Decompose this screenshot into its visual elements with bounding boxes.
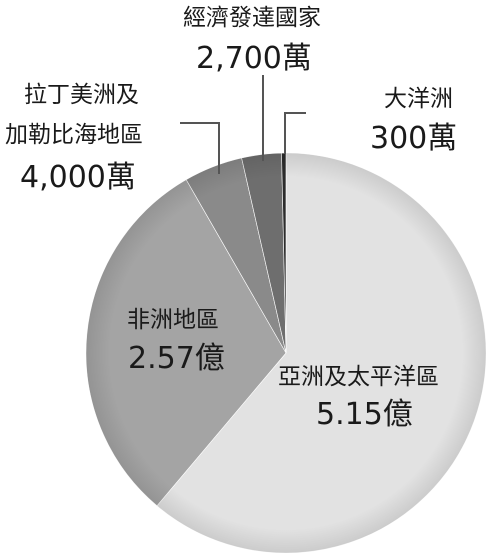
data-label-asia-pacific: 5.15億	[316, 397, 413, 432]
data-label-latam: 4,000萬	[20, 160, 136, 195]
leader-line-oceania-h	[284, 112, 306, 114]
tick-label-asia-pacific: 亞洲及太平洋區	[278, 364, 439, 390]
pie-rim-shade	[86, 153, 486, 553]
leader-line-oceania-v	[284, 112, 286, 154]
leader-line-latam-h	[180, 122, 220, 124]
data-label-developed: 2,700萬	[196, 41, 312, 76]
tick-label-latam-line2: 加勒比海地區	[5, 122, 143, 148]
tick-label-developed: 經濟發達國家	[183, 5, 321, 31]
leader-line-latam-v	[218, 122, 220, 174]
leader-line-developed	[262, 75, 264, 161]
tick-label-oceania: 大洋洲	[384, 86, 453, 112]
tick-label-latam-line1: 拉丁美洲及	[24, 82, 139, 108]
data-label-oceania: 300萬	[370, 121, 458, 156]
tick-label-africa: 非洲地區	[127, 307, 219, 333]
data-label-africa: 2.57億	[128, 341, 225, 376]
